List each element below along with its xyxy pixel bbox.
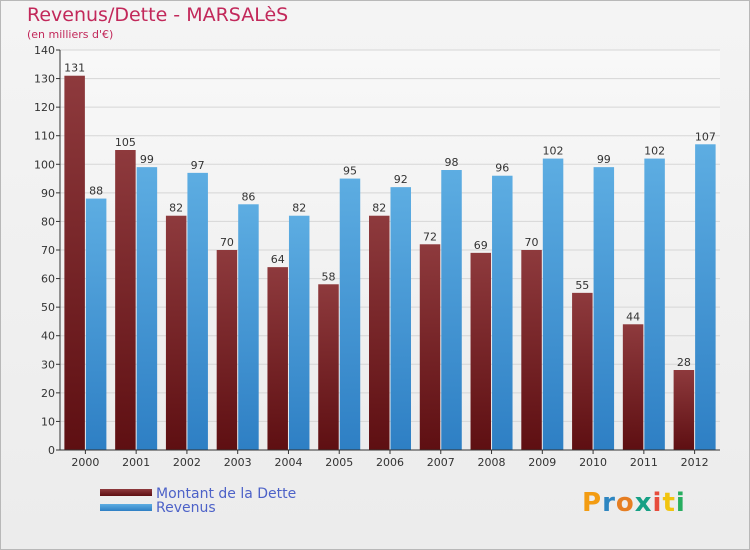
x-tick-label: 2007 (427, 456, 455, 469)
x-tick-label: 2011 (630, 456, 658, 469)
legend-label-revenus: Revenus (156, 500, 216, 516)
bar-revenus (288, 215, 310, 450)
data-label: 82 (169, 202, 183, 215)
bar-dette (521, 250, 542, 450)
data-label: 82 (372, 202, 386, 215)
y-tick-label: 110 (34, 130, 55, 143)
y-tick-label: 20 (41, 387, 55, 400)
data-label: 70 (525, 236, 539, 249)
y-tick-label: 100 (34, 158, 55, 171)
bar-dette (64, 75, 85, 450)
x-tick-label: 2006 (376, 456, 404, 469)
logo-letter: o (615, 488, 635, 518)
y-tick-label: 90 (41, 187, 55, 200)
data-label: 92 (394, 173, 408, 186)
y-tick-label: 10 (41, 415, 55, 428)
y-tick-label: 0 (48, 444, 55, 457)
bar-dette (369, 215, 390, 450)
y-tick-label: 50 (41, 301, 55, 314)
bar-revenus (542, 158, 564, 451)
bar-revenus (187, 172, 208, 450)
y-tick-label: 60 (41, 273, 55, 286)
data-label: 28 (677, 356, 691, 369)
bar-dette (165, 215, 187, 450)
data-label: 88 (89, 185, 103, 198)
data-label: 107 (695, 130, 716, 143)
bar-revenus (593, 167, 615, 450)
legend-swatch-dette (100, 489, 152, 496)
bar-dette (318, 284, 339, 450)
bar-revenus (644, 158, 665, 451)
logo-letter: i (652, 488, 663, 518)
legend-swatch-revenus (100, 504, 152, 511)
data-label: 82 (292, 202, 306, 215)
bar-revenus (238, 204, 259, 450)
chart-title: Revenus/Dette - MARSALèS (27, 4, 289, 26)
bar-dette (419, 244, 441, 450)
data-label: 97 (191, 159, 205, 172)
bar-revenus (390, 187, 411, 450)
y-tick-label: 70 (41, 244, 55, 257)
bar-dette (470, 252, 492, 450)
bars (64, 75, 716, 451)
x-tick-label: 2012 (681, 456, 709, 469)
bar-dette (673, 370, 695, 450)
x-tick-label: 2005 (325, 456, 353, 469)
x-tick-label: 2009 (528, 456, 556, 469)
legend-label-dette: Montant de la Dette (156, 486, 297, 502)
bar-revenus (441, 170, 462, 450)
data-label: 131 (64, 62, 85, 75)
logo-letter: x (634, 488, 653, 518)
y-tick-label: 130 (34, 73, 55, 86)
bar-dette (115, 150, 136, 450)
bar-revenus (136, 167, 158, 450)
bar-revenus (492, 175, 513, 450)
data-label: 99 (140, 153, 154, 166)
data-labels: 131 88 105 99 82 97 70 86 64 82 58 95 82 92 72 98 69 96 70… (64, 62, 716, 369)
data-label: 72 (423, 230, 437, 243)
data-label: 44 (626, 310, 640, 323)
y-axis-ticks: 0 10 20 30 40 50 60 70 80 90 100 110 120 130 140 (34, 44, 60, 457)
x-tick-label: 2001 (122, 456, 150, 469)
x-tick-label: 2008 (478, 456, 506, 469)
bar-dette (572, 292, 593, 450)
chart-subtitle: (en milliers d'€) (27, 28, 114, 41)
data-label: 64 (271, 253, 285, 266)
data-label: 86 (241, 190, 255, 203)
data-label: 102 (644, 145, 665, 158)
logo-letter: t (662, 488, 676, 518)
logo-letter: r (602, 488, 616, 518)
bar-revenus (695, 144, 716, 451)
bar-revenus (85, 198, 107, 450)
data-label: 55 (575, 279, 589, 292)
y-tick-label: 80 (41, 215, 55, 228)
data-label: 69 (474, 239, 488, 252)
x-axis-ticks: 2000 2001 2002 2003 2004 2005 2006 2007 2008 2009… (71, 450, 709, 469)
data-label: 105 (115, 136, 136, 149)
data-label: 95 (343, 165, 357, 178)
data-label: 96 (495, 162, 509, 175)
data-label: 98 (445, 156, 459, 169)
data-label: 58 (321, 270, 335, 283)
y-tick-label: 40 (41, 330, 55, 343)
data-label: 70 (220, 236, 234, 249)
x-tick-label: 2004 (274, 456, 302, 469)
y-tick-label: 120 (34, 101, 55, 114)
bar-dette (622, 324, 644, 450)
data-label: 99 (597, 153, 611, 166)
x-tick-label: 2010 (579, 456, 607, 469)
logo-letter: i (675, 488, 686, 518)
y-tick-label: 30 (41, 358, 55, 371)
proxiti-logo: Proxiti (582, 488, 686, 518)
x-tick-label: 2000 (71, 456, 99, 469)
x-tick-label: 2002 (173, 456, 201, 469)
bar-revenus (339, 178, 361, 451)
logo-letter: P (582, 488, 603, 518)
data-label: 102 (543, 145, 564, 158)
x-tick-label: 2003 (224, 456, 252, 469)
bar-dette (216, 250, 238, 450)
bar-dette (267, 267, 288, 450)
y-tick-label: 140 (34, 44, 55, 57)
